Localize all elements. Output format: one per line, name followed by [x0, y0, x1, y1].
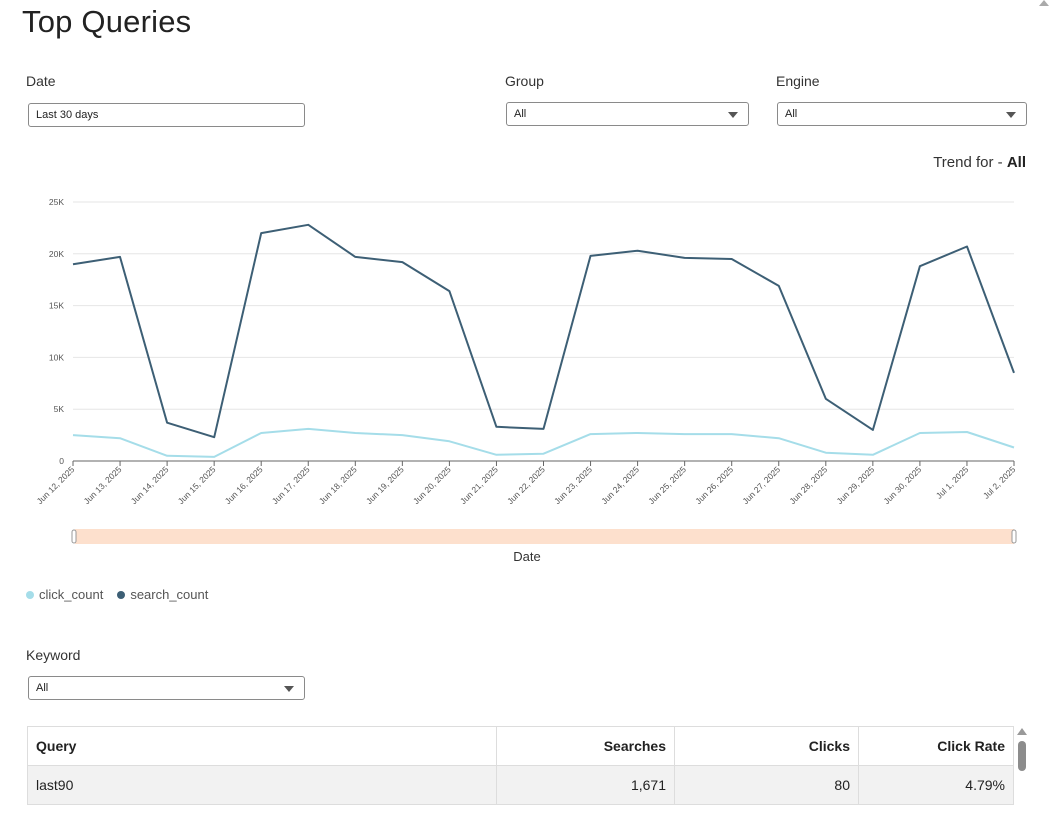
- legend-item-click-count[interactable]: click_count: [26, 587, 103, 602]
- x-tick-label: Jun 18, 2025: [317, 464, 359, 506]
- legend-label: click_count: [39, 587, 104, 602]
- x-tick-label: Jun 24, 2025: [599, 464, 641, 506]
- x-tick-label: Jun 12, 2025: [35, 464, 77, 506]
- x-axis-label: Date: [513, 549, 540, 564]
- x-tick-label: Jun 25, 2025: [646, 464, 688, 506]
- chart-gridlines: [73, 201, 1014, 410]
- x-tick-label: Jun 29, 2025: [834, 464, 876, 506]
- x-tick-label: Jun 15, 2025: [176, 464, 218, 506]
- engine-select-value: All: [785, 108, 798, 120]
- y-tick-label: 20K: [49, 249, 64, 259]
- top-queries-table: Query Searches Clicks Click Rate last90 …: [27, 726, 1014, 805]
- group-select[interactable]: All: [506, 102, 749, 126]
- y-tick-label: 10K: [49, 352, 64, 362]
- table-scrollbar-thumb[interactable]: [1018, 741, 1026, 771]
- table-scroll-up-icon[interactable]: [1017, 728, 1027, 735]
- y-tick-label: 5K: [54, 404, 65, 414]
- chevron-down-icon: [284, 686, 294, 692]
- x-tick-label: Jun 14, 2025: [129, 464, 171, 506]
- engine-filter-label: Engine: [776, 73, 820, 89]
- table-header-row: Query Searches Clicks Click Rate: [27, 726, 1014, 766]
- cell-click-rate: 4.79%: [858, 765, 1014, 805]
- y-tick-label: 15K: [49, 301, 64, 311]
- page-title: Top Queries: [22, 4, 192, 39]
- x-tick-label: Jul 2, 2025: [981, 464, 1018, 501]
- trend-heading: Trend for - All: [933, 154, 1026, 171]
- trend-value: All: [1006, 154, 1026, 171]
- column-header-clicks[interactable]: Clicks: [674, 726, 859, 766]
- x-tick-label: Jun 23, 2025: [552, 464, 594, 506]
- chevron-down-icon: [728, 112, 738, 118]
- x-tick-label: Jun 30, 2025: [881, 464, 923, 506]
- range-slider-left-handle[interactable]: [71, 529, 77, 544]
- x-tick-label: Jun 26, 2025: [693, 464, 735, 506]
- engine-select[interactable]: All: [777, 102, 1027, 126]
- range-slider-track[interactable]: [75, 529, 1014, 544]
- date-range-input[interactable]: [28, 103, 305, 127]
- x-tick-label: Jun 20, 2025: [411, 464, 453, 506]
- legend-dot-icon: [117, 590, 126, 599]
- x-tick-label: Jun 27, 2025: [740, 464, 782, 506]
- chevron-down-icon: [1006, 112, 1016, 118]
- group-select-value: All: [514, 108, 527, 120]
- legend-dot-icon: [26, 590, 34, 599]
- x-tick-label: Jun 21, 2025: [458, 464, 500, 506]
- keyword-filter-label: Keyword: [26, 647, 81, 663]
- x-axis-ticks: Jun 12, 2025 Jun 13, 2025 Jun 14, 2025 Jun …: [35, 461, 1018, 506]
- column-header-click-rate[interactable]: Click Rate: [858, 726, 1014, 766]
- x-tick-label: Jun 17, 2025: [270, 464, 312, 506]
- cell-searches: 1,671: [496, 765, 675, 805]
- series-line-search-count[interactable]: [72, 223, 1015, 439]
- x-tick-label: Jun 19, 2025: [364, 464, 406, 506]
- y-tick-label: 25K: [49, 197, 64, 207]
- legend-label: search_count: [130, 587, 209, 602]
- chart-series: [72, 223, 1015, 458]
- x-tick-label: Jun 28, 2025: [787, 464, 829, 506]
- x-tick-label: Jul 1, 2025: [934, 464, 971, 501]
- trend-line-chart: 0 5K 10K 15K 20K 25K Jun 12, 2025 Jun 13, 2025…: [35, 197, 1018, 564]
- chart-legend: click_count search_count: [26, 587, 208, 602]
- series-line-click-count[interactable]: [72, 427, 1015, 458]
- page-scroll-up-icon[interactable]: [1039, 0, 1049, 6]
- cell-clicks: 80: [674, 765, 859, 805]
- group-filter-label: Group: [505, 73, 544, 89]
- column-header-searches[interactable]: Searches: [496, 726, 675, 766]
- y-axis-ticks: 0 5K 10K 15K 20K 25K: [49, 197, 64, 466]
- trend-prefix: Trend for -: [933, 154, 1007, 171]
- cell-query: last90: [27, 765, 497, 805]
- keyword-select-value: All: [36, 682, 49, 694]
- y-tick-label: 0: [59, 456, 64, 466]
- date-range-slider[interactable]: [71, 529, 1017, 544]
- column-header-query[interactable]: Query: [27, 726, 497, 766]
- keyword-select[interactable]: All: [28, 676, 305, 700]
- x-tick-label: Jun 16, 2025: [223, 464, 265, 506]
- legend-item-search-count[interactable]: search_count: [117, 587, 208, 602]
- x-tick-label: Jun 22, 2025: [505, 464, 547, 506]
- table-row[interactable]: last90 1,671 80 4.79%: [27, 765, 1014, 805]
- date-filter-label: Date: [26, 73, 56, 89]
- range-slider-right-handle[interactable]: [1011, 529, 1017, 544]
- x-tick-label: Jun 13, 2025: [82, 464, 124, 506]
